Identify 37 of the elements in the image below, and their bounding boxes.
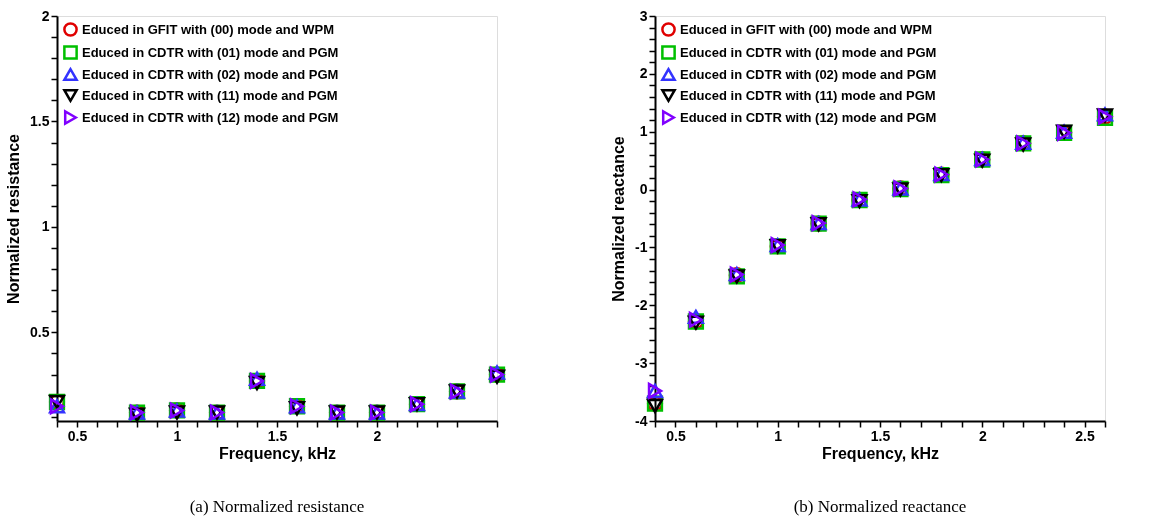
y-tick-label: 1 <box>41 218 50 235</box>
text: (a) Normalized resistance <box>189 497 365 516</box>
x-tick-label: 2 <box>978 427 987 444</box>
y-tick-label: 1.5 <box>30 112 50 129</box>
legend-label: Educed in CDTR with (11) mode and PGM <box>680 87 936 103</box>
x-tick-label: 1 <box>774 427 783 444</box>
legend-label: Educed in CDTR with (11) mode and PGM <box>82 87 338 103</box>
legend-label: Educed in GFIT with (00) mode and WPM <box>680 21 933 37</box>
legend-label: Educed in CDTR with (01) mode and PGM <box>680 44 937 60</box>
x-tick-label: 1.5 <box>870 427 891 444</box>
legend-label: Educed in CDTR with (12) mode and PGM <box>680 109 937 125</box>
x-tick-label: 2.5 <box>1075 427 1095 444</box>
y-tick-label: 3 <box>639 7 648 24</box>
y-tick-label: 0 <box>639 181 648 198</box>
y-axis-title: Normalized reactance <box>610 136 628 302</box>
x-tick-label: 1 <box>173 427 182 444</box>
y-tick-label: -3 <box>635 354 648 371</box>
legend-label: Educed in CDTR with (12) mode and PGM <box>82 109 339 125</box>
y-tick-label: 1 <box>639 123 648 140</box>
x-tick-label: 0.5 <box>666 427 686 444</box>
y-axis-title: Normalized resistance <box>5 133 23 304</box>
y-tick-label: -4 <box>635 412 648 429</box>
x-tick-label: 1.5 <box>267 427 288 444</box>
y-tick-label: 2 <box>639 65 648 82</box>
text: (b) Normalized reactance <box>793 497 967 516</box>
x-tick-label: 2 <box>373 427 382 444</box>
x-axis-title: Frequency, kHz <box>821 444 940 462</box>
legend-label: Educed in GFIT with (00) mode and WPM <box>82 21 335 37</box>
y-tick-label: -2 <box>635 296 648 313</box>
y-tick-label: 0.5 <box>30 323 50 340</box>
y-tick-label: -1 <box>635 238 648 255</box>
x-tick-label: 0.5 <box>67 427 88 444</box>
legend-label: Educed in CDTR with (02) mode and PGM <box>680 66 937 82</box>
x-axis-title: Frequency, kHz <box>218 444 337 462</box>
y-tick-label: 2 <box>41 7 50 24</box>
legend-label: Educed in CDTR with (01) mode and PGM <box>82 44 339 60</box>
legend-label: Educed in CDTR with (02) mode and PGM <box>82 66 339 82</box>
